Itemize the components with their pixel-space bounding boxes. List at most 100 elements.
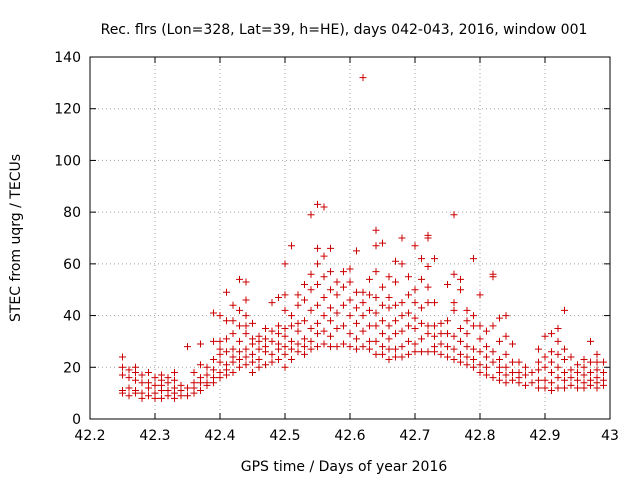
data-point: [151, 374, 159, 382]
data-point: [548, 368, 555, 376]
data-point: [450, 211, 458, 219]
data-point: [424, 348, 432, 356]
data-point: [444, 353, 451, 361]
data-point: [496, 356, 503, 364]
data-point: [223, 288, 230, 296]
data-point: [535, 366, 542, 374]
data-point: [431, 255, 438, 263]
data-point: [171, 368, 178, 376]
data-point: [483, 327, 490, 335]
data-point: [346, 296, 354, 304]
data-point: [197, 340, 204, 348]
axis-ticks: 42.2 42.3 42.4 42.5 42.6 42.7 42.8 42.9 43 0 20 40 6…: [54, 50, 619, 444]
data-point: [301, 281, 308, 289]
data-point: [535, 384, 542, 392]
data-point: [548, 387, 555, 395]
data-point: [359, 312, 367, 320]
data-point: [138, 371, 146, 379]
data-point: [398, 327, 406, 335]
data-point: [392, 278, 399, 286]
data-point: [125, 392, 133, 400]
data-point: [405, 309, 412, 317]
data-point: [346, 265, 354, 273]
data-point: [470, 363, 477, 371]
data-point: [177, 381, 185, 389]
data-point: [509, 368, 516, 376]
data-point: [151, 389, 159, 397]
data-point: [457, 286, 464, 294]
data-point: [203, 371, 211, 379]
data-point: [450, 345, 458, 353]
data-point: [385, 304, 393, 312]
data-point: [359, 288, 367, 296]
data-point: [470, 312, 477, 320]
data-point: [372, 309, 380, 317]
data-point: [242, 322, 250, 330]
data-point: [561, 368, 568, 376]
data-point: [392, 345, 399, 353]
data-point: [249, 350, 256, 358]
data-point: [307, 325, 315, 332]
data-point: [138, 389, 146, 397]
data-point: [392, 330, 399, 338]
data-point: [398, 299, 406, 307]
data-point: [457, 358, 464, 366]
data-point: [151, 381, 159, 389]
data-point: [509, 376, 516, 384]
data-point: [294, 319, 302, 327]
data-point: [554, 325, 562, 332]
data-point: [255, 332, 263, 340]
data-point: [145, 392, 152, 400]
data-point: [203, 363, 211, 371]
data-point: [385, 345, 393, 353]
y-tick-label: 20: [63, 360, 81, 376]
data-point: [554, 384, 562, 392]
data-point: [463, 330, 471, 338]
data-point: [392, 353, 399, 361]
data-point: [262, 361, 269, 369]
data-point: [275, 293, 282, 301]
data-point: [281, 363, 289, 371]
data-point: [190, 368, 198, 376]
data-point: [255, 363, 263, 371]
data-point: [119, 353, 126, 361]
data-point: [418, 319, 425, 327]
data-point: [255, 356, 263, 364]
data-point: [437, 340, 445, 348]
data-point: [366, 322, 373, 330]
data-point: [242, 353, 250, 361]
data-point: [353, 335, 360, 343]
data-point: [424, 283, 432, 291]
data-point: [327, 317, 334, 325]
data-point: [197, 361, 204, 369]
data-point: [489, 348, 497, 356]
data-point: [385, 356, 393, 364]
data-point: [268, 350, 276, 358]
y-axis-label: STEC from uqrg / TECUs: [8, 154, 24, 322]
x-tick-label: 42.5: [269, 428, 300, 444]
data-point: [281, 325, 289, 332]
data-point: [463, 306, 471, 314]
data-point: [379, 330, 386, 338]
data-point: [502, 332, 510, 340]
data-point: [275, 330, 282, 338]
x-tick-label: 42.2: [74, 428, 105, 444]
data-point: [262, 325, 269, 332]
chart-title: Rec. flrs (Lon=328, Lat=39, h=HE), days …: [101, 22, 588, 38]
x-tick-label: 42.8: [464, 428, 495, 444]
data-point: [528, 379, 536, 387]
data-point: [366, 291, 373, 299]
data-point: [489, 374, 497, 382]
data-point: [450, 332, 458, 340]
data-point: [567, 374, 575, 382]
data-point: [405, 337, 412, 345]
data-point: [242, 361, 250, 369]
data-point: [496, 363, 503, 371]
data-point: [541, 332, 549, 340]
data-point: [119, 387, 126, 395]
data-point: [567, 353, 575, 361]
data-point: [327, 304, 334, 312]
data-point: [554, 374, 562, 382]
data-point: [379, 239, 386, 247]
